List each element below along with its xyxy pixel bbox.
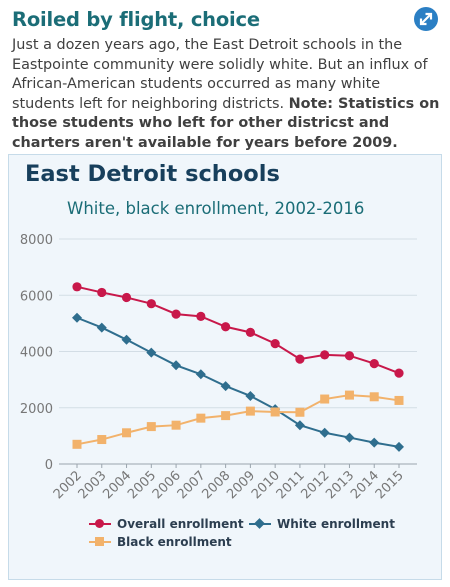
point-0-4 bbox=[171, 309, 181, 319]
point-2-9 bbox=[295, 407, 305, 417]
chatter-note: Note: Statistics on those students who l… bbox=[12, 95, 440, 151]
point-0-3 bbox=[146, 299, 156, 309]
legend-item-white: White enrollment bbox=[249, 517, 395, 531]
chart-title: East Detroit schools bbox=[25, 161, 280, 187]
point-2-0 bbox=[72, 439, 82, 449]
legend-label-overall: Overall enrollment bbox=[117, 517, 244, 531]
point-2-3 bbox=[146, 422, 156, 432]
point-2-7 bbox=[245, 406, 255, 416]
point-1-13 bbox=[394, 441, 404, 452]
point-1-7 bbox=[245, 390, 256, 401]
diagonal-arrows-icon bbox=[419, 12, 433, 26]
legend-marker-white bbox=[249, 518, 271, 530]
point-0-6 bbox=[221, 322, 231, 332]
point-0-10 bbox=[320, 350, 330, 360]
point-0-13 bbox=[394, 368, 404, 378]
y-tick-label: 4000 bbox=[20, 346, 53, 361]
point-2-8 bbox=[270, 407, 280, 417]
point-0-8 bbox=[270, 339, 280, 349]
point-0-7 bbox=[245, 327, 255, 337]
point-1-1 bbox=[96, 322, 107, 333]
legend-marker-black bbox=[89, 536, 111, 548]
y-tick-label: 6000 bbox=[20, 289, 53, 304]
point-0-5 bbox=[196, 311, 206, 321]
point-0-1 bbox=[97, 287, 107, 298]
legend-label-white: White enrollment bbox=[277, 517, 395, 531]
chatter-body: Just a dozen years ago, the East Detroit… bbox=[12, 37, 428, 112]
point-2-11 bbox=[344, 390, 354, 400]
chart-panel: 0 2000 4000 6000 8000 2002 2003 2004 2005 2006 200… bbox=[8, 154, 442, 580]
legend-marker-overall bbox=[89, 518, 111, 530]
chart-subtitle: White, black enrollment, 2002-2016 bbox=[67, 199, 365, 218]
point-1-9 bbox=[294, 420, 305, 431]
point-1-4 bbox=[171, 360, 182, 371]
point-1-6 bbox=[220, 381, 231, 392]
expand-button[interactable] bbox=[414, 7, 438, 31]
legend-item-overall: Overall enrollment bbox=[89, 517, 244, 531]
point-2-1 bbox=[97, 435, 107, 445]
point-0-11 bbox=[344, 351, 355, 361]
point-0-9 bbox=[295, 354, 305, 364]
point-2-5 bbox=[196, 413, 206, 423]
point-2-6 bbox=[221, 411, 231, 421]
y-tick-label: 0 bbox=[45, 458, 53, 473]
y-tick-label: 2000 bbox=[20, 402, 53, 417]
chart-legend: Overall enrollment White enrollment Blac… bbox=[89, 517, 419, 577]
point-1-2 bbox=[121, 334, 132, 345]
point-2-2 bbox=[122, 428, 132, 438]
point-1-12 bbox=[369, 437, 380, 448]
point-2-13 bbox=[394, 395, 404, 405]
point-2-12 bbox=[369, 392, 379, 402]
point-0-2 bbox=[121, 292, 132, 303]
legend-item-black: Black enrollment bbox=[89, 535, 232, 549]
point-0-12 bbox=[369, 358, 379, 369]
point-1-11 bbox=[344, 432, 355, 443]
y-tick-label: 8000 bbox=[20, 233, 53, 248]
x-tick-label: 2015 bbox=[373, 468, 407, 502]
point-1-5 bbox=[195, 369, 206, 380]
line-chart: 0200040006000800020022003200420052006200… bbox=[20, 233, 417, 502]
point-0-0 bbox=[72, 282, 82, 292]
point-2-4 bbox=[171, 420, 181, 430]
point-1-3 bbox=[146, 347, 157, 358]
headline: Roiled by flight, choice bbox=[12, 8, 260, 31]
point-2-10 bbox=[320, 394, 330, 404]
chatter-text: Just a dozen years ago, the East Detroit… bbox=[12, 36, 442, 153]
legend-label-black: Black enrollment bbox=[117, 535, 232, 549]
point-1-10 bbox=[319, 427, 330, 438]
point-1-0 bbox=[72, 312, 82, 323]
